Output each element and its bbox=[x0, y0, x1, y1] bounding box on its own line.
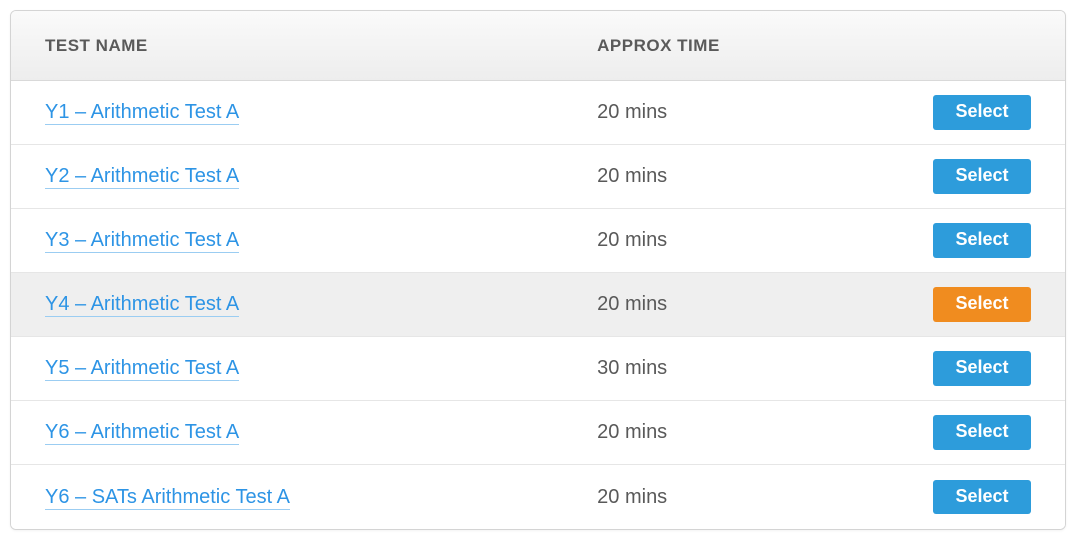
cell-action: Select bbox=[834, 415, 1031, 450]
test-link[interactable]: Y5 – Arithmetic Test A bbox=[45, 357, 239, 381]
test-link[interactable]: Y6 – SATs Arithmetic Test A bbox=[45, 486, 290, 510]
header-test-name: TEST NAME bbox=[45, 36, 597, 56]
cell-action: Select bbox=[834, 351, 1031, 386]
test-link[interactable]: Y1 – Arithmetic Test A bbox=[45, 101, 239, 125]
time-label: 20 mins bbox=[597, 486, 667, 508]
cell-test-name: Y3 – Arithmetic Test A bbox=[45, 229, 597, 252]
table-row: Y3 – Arithmetic Test A 20 mins Select bbox=[11, 209, 1065, 273]
table-body: Y1 – Arithmetic Test A20 minsSelectY2 – … bbox=[11, 81, 1065, 529]
select-button[interactable]: Select bbox=[933, 415, 1031, 450]
cell-approx-time: 20 mins bbox=[597, 165, 834, 188]
test-link[interactable]: Y4 – Arithmetic Test A bbox=[45, 293, 239, 317]
table-row: Y5 – Arithmetic Test A 30 mins Select bbox=[11, 337, 1065, 401]
cell-test-name: Y5 – Arithmetic Test A bbox=[45, 357, 597, 380]
cell-approx-time: 20 mins bbox=[597, 293, 834, 316]
cell-action: Select bbox=[834, 159, 1031, 194]
tests-table: TEST NAME APPROX TIME Y1 – Arithmetic Te… bbox=[10, 10, 1066, 530]
select-button[interactable]: Select bbox=[933, 480, 1031, 515]
cell-test-name: Y6 – SATs Arithmetic Test A bbox=[45, 486, 597, 509]
cell-approx-time: 20 mins bbox=[597, 101, 834, 124]
cell-test-name: Y1 – Arithmetic Test A bbox=[45, 101, 597, 124]
cell-approx-time: 20 mins bbox=[597, 486, 834, 509]
time-label: 20 mins bbox=[597, 101, 667, 123]
test-link[interactable]: Y2 – Arithmetic Test A bbox=[45, 165, 239, 189]
header-approx-time: APPROX TIME bbox=[597, 36, 834, 56]
select-button[interactable]: Select bbox=[933, 223, 1031, 258]
cell-approx-time: 30 mins bbox=[597, 357, 834, 380]
time-label: 20 mins bbox=[597, 293, 667, 315]
time-label: 30 mins bbox=[597, 357, 667, 379]
time-label: 20 mins bbox=[597, 421, 667, 443]
cell-action: Select bbox=[834, 223, 1031, 258]
cell-approx-time: 20 mins bbox=[597, 421, 834, 444]
select-button[interactable]: Select bbox=[933, 287, 1031, 322]
table-row: Y1 – Arithmetic Test A 20 mins Select bbox=[11, 81, 1065, 145]
table-row: Y4 – Arithmetic Test A 20 mins Select bbox=[11, 273, 1065, 337]
table-row: Y6 – SATs Arithmetic Test A 20 mins Select bbox=[11, 465, 1065, 529]
table-row: Y6 – Arithmetic Test A 20 mins Select bbox=[11, 401, 1065, 465]
cell-action: Select bbox=[834, 287, 1031, 322]
time-label: 20 mins bbox=[597, 165, 667, 187]
test-link[interactable]: Y6 – Arithmetic Test A bbox=[45, 421, 239, 445]
select-button[interactable]: Select bbox=[933, 351, 1031, 386]
cell-action: Select bbox=[834, 480, 1031, 515]
cell-action: Select bbox=[834, 95, 1031, 130]
table-row: Y2 – Arithmetic Test A 20 mins Select bbox=[11, 145, 1065, 209]
cell-test-name: Y2 – Arithmetic Test A bbox=[45, 165, 597, 188]
select-button[interactable]: Select bbox=[933, 159, 1031, 194]
cell-test-name: Y6 – Arithmetic Test A bbox=[45, 421, 597, 444]
table-header: TEST NAME APPROX TIME bbox=[11, 11, 1065, 81]
select-button[interactable]: Select bbox=[933, 95, 1031, 130]
cell-approx-time: 20 mins bbox=[597, 229, 834, 252]
cell-test-name: Y4 – Arithmetic Test A bbox=[45, 293, 597, 316]
test-link[interactable]: Y3 – Arithmetic Test A bbox=[45, 229, 239, 253]
time-label: 20 mins bbox=[597, 229, 667, 251]
